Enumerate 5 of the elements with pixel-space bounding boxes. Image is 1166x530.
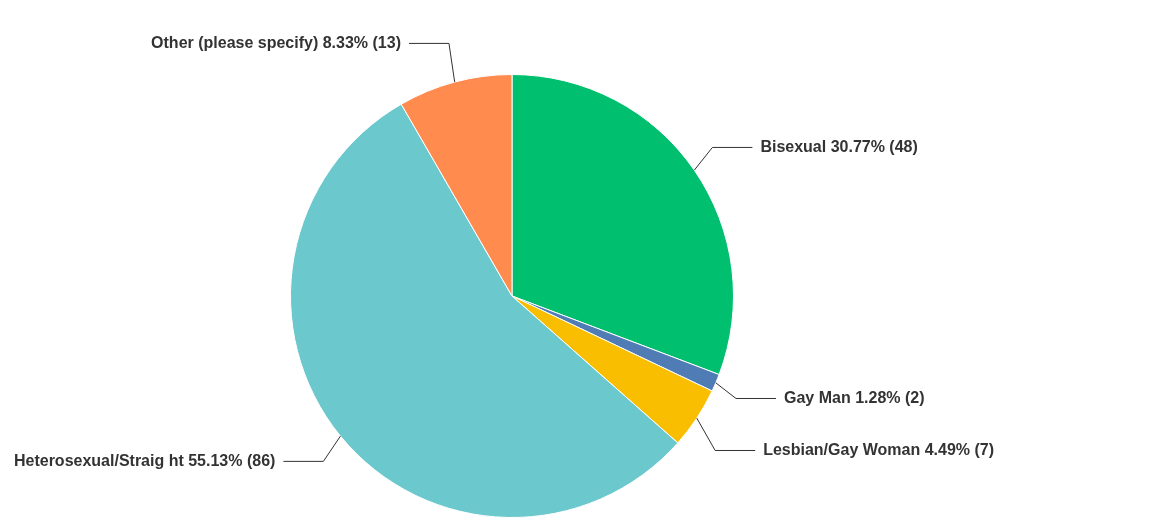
slice-label: Gay Man 1.28% (2) [784, 388, 925, 406]
slice-label: Bisexual 30.77% (48) [760, 137, 918, 155]
slice-label: Other (please specify) 8.33% (13) [151, 33, 401, 51]
slice-label: Heterosexual/Straig ht 55.13% (86) [13, 451, 276, 469]
slice-label: Lesbian/Gay Woman 4.49% (7) [763, 440, 995, 458]
